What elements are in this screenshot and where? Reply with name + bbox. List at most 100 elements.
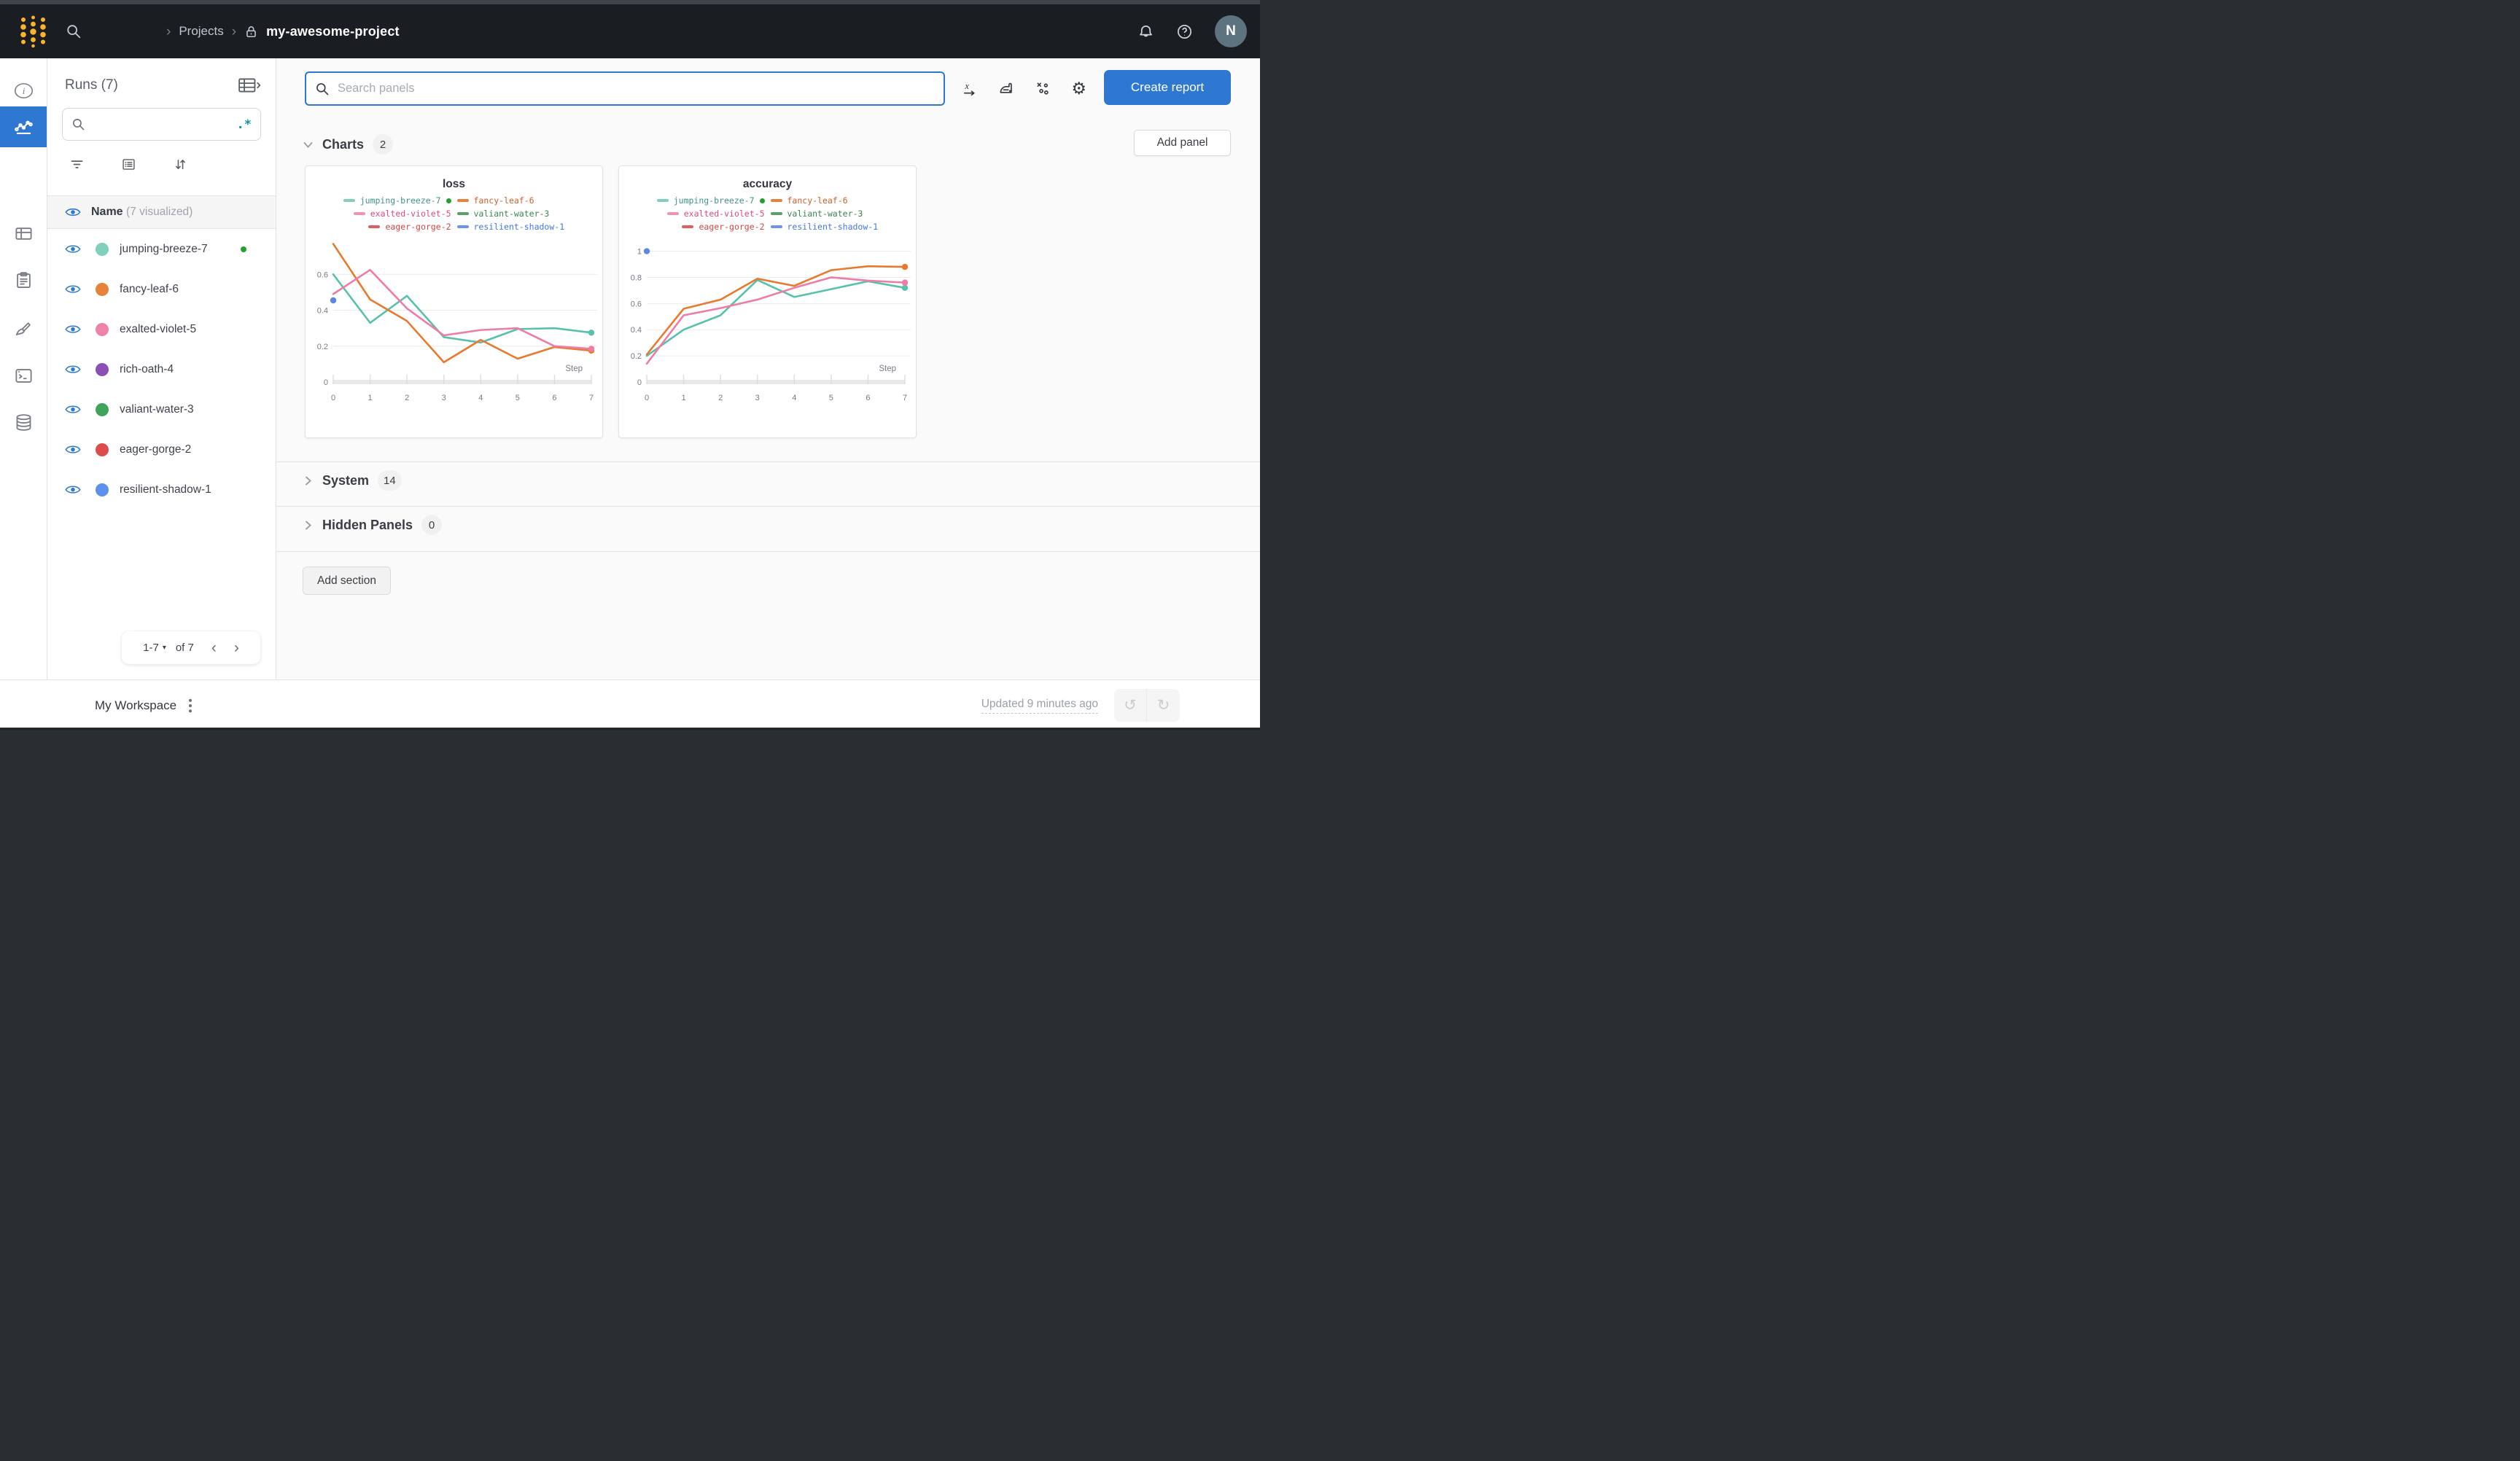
run-row[interactable]: rich-oath-4	[47, 349, 276, 389]
charts-section-header[interactable]: Charts 2	[303, 134, 394, 155]
pagination-prev-button[interactable]: ‹	[211, 639, 217, 656]
eye-icon[interactable]	[65, 324, 81, 335]
run-color-dot	[96, 362, 109, 376]
run-color-dot	[96, 282, 109, 296]
x-axis-settings-icon[interactable]: x	[962, 80, 979, 97]
runs-title: Runs (7)	[65, 77, 118, 93]
global-search-icon[interactable]	[66, 23, 82, 39]
eye-icon[interactable]	[65, 484, 81, 496]
sidebar-item-overview[interactable]: i	[0, 70, 47, 111]
eye-icon[interactable]	[65, 404, 81, 416]
svg-text:Step: Step	[879, 365, 896, 373]
panel-search-input[interactable]	[336, 81, 935, 96]
breadcrumb-project-name[interactable]: my-awesome-project	[266, 23, 400, 39]
sidebar-item-terminal[interactable]	[0, 355, 47, 396]
breadcrumb: › Projects › my-awesome-project	[166, 24, 400, 39]
chart-legend: jumping-breeze-7 fancy-leaf-6 exalted-viol…	[311, 195, 596, 232]
eye-icon[interactable]	[65, 444, 81, 456]
svg-text:0.4: 0.4	[317, 307, 328, 316]
legend-item[interactable]: eager-gorge-2	[682, 222, 765, 232]
run-row[interactable]: resilient-shadow-1	[47, 470, 276, 510]
run-name[interactable]: valiant-water-3	[120, 402, 194, 416]
legend-swatch	[666, 212, 679, 215]
sidebar-item-table[interactable]	[0, 213, 47, 254]
wandb-logo-icon[interactable]	[18, 14, 50, 49]
eye-icon[interactable]	[65, 284, 81, 295]
run-row[interactable]: eager-gorge-2	[47, 429, 276, 470]
panel-search-box[interactable]	[305, 71, 945, 106]
legend-swatch	[770, 199, 782, 202]
eye-icon[interactable]	[65, 244, 81, 255]
legend-swatch	[456, 212, 469, 215]
legend-item[interactable]: fancy-leaf-6	[456, 195, 534, 206]
legend-item[interactable]: valiant-water-3	[456, 209, 549, 219]
outliers-icon[interactable]	[1035, 80, 1051, 97]
notifications-bell-icon[interactable]	[1138, 23, 1154, 40]
run-name[interactable]: eager-gorge-2	[120, 443, 192, 456]
runs-table-expand-icon[interactable]	[238, 76, 261, 95]
add-panel-button[interactable]: Add panel	[1134, 130, 1231, 156]
add-section-button[interactable]: Add section	[303, 566, 391, 595]
filter-runs-icon[interactable]	[69, 157, 85, 172]
legend-item[interactable]: exalted-violet-5	[666, 209, 765, 219]
redo-button[interactable]: ↻	[1156, 697, 1170, 714]
workspace-name-label[interactable]: My Workspace	[95, 698, 177, 712]
updated-timestamp[interactable]: Updated 9 minutes ago	[981, 698, 1098, 714]
run-name[interactable]: exalted-violet-5	[120, 322, 197, 335]
chevron-right-icon[interactable]	[303, 475, 314, 486]
svg-text:6: 6	[866, 394, 870, 402]
run-row[interactable]: valiant-water-3	[47, 389, 276, 429]
svg-text:3: 3	[442, 394, 446, 402]
legend-swatch	[353, 212, 365, 215]
eye-icon[interactable]	[65, 364, 81, 375]
hidden-panels-section-header[interactable]: Hidden Panels 0	[303, 515, 443, 535]
legend-item[interactable]: resilient-shadow-1	[770, 222, 878, 232]
smoothing-iron-icon[interactable]	[998, 80, 1015, 97]
app-body: i Runs (7) .* Name (7 visualized)	[0, 58, 1260, 679]
sidebar-item-artifacts[interactable]	[0, 402, 47, 443]
charts-section-label: Charts	[322, 136, 365, 152]
run-name[interactable]: resilient-shadow-1	[120, 483, 211, 496]
accuracy-panel-card[interactable]: accuracy jumping-breeze-7 fancy-leaf-6 exa…	[618, 165, 917, 438]
run-name[interactable]: jumping-breeze-7	[120, 242, 208, 255]
pagination-next-button[interactable]: ›	[233, 639, 239, 656]
chevron-right-icon[interactable]	[303, 520, 314, 531]
run-name[interactable]: rich-oath-4	[120, 362, 174, 375]
user-avatar[interactable]: N	[1215, 15, 1247, 47]
system-section-header[interactable]: System 14	[303, 470, 402, 491]
help-icon[interactable]	[1176, 23, 1193, 40]
legend-item[interactable]: resilient-shadow-1	[456, 222, 564, 232]
legend-item[interactable]: eager-gorge-2	[368, 222, 451, 232]
eye-all-icon[interactable]	[65, 206, 81, 218]
legend-item[interactable]: jumping-breeze-7	[343, 195, 451, 206]
terminal-icon	[14, 366, 34, 386]
visualized-count-label: (7 visualized)	[126, 206, 193, 218]
run-color-dot	[96, 443, 109, 456]
run-row[interactable]: exalted-violet-5	[47, 309, 276, 349]
run-name[interactable]: fancy-leaf-6	[120, 282, 179, 295]
regex-toggle[interactable]: .*	[236, 117, 252, 132]
run-row[interactable]: jumping-breeze-7	[47, 229, 276, 269]
runs-search-box[interactable]: .*	[62, 108, 261, 141]
breadcrumb-projects-link[interactable]: Projects	[179, 24, 224, 38]
chevron-down-icon[interactable]	[303, 139, 314, 150]
workspace-menu-kebab-icon[interactable]	[188, 698, 192, 713]
loss-panel-card[interactable]: loss jumping-breeze-7 fancy-leaf-6 exalted…	[305, 165, 603, 438]
legend-item[interactable]: jumping-breeze-7	[656, 195, 765, 206]
svg-text:7: 7	[903, 394, 907, 402]
legend-item[interactable]: exalted-violet-5	[353, 209, 451, 219]
undo-button[interactable]: ↺	[1114, 689, 1147, 722]
group-runs-icon[interactable]	[121, 157, 136, 172]
create-report-button[interactable]: Create report	[1104, 70, 1231, 105]
run-row[interactable]: fancy-leaf-6	[47, 269, 276, 309]
running-indicator-icon	[446, 198, 451, 203]
sidebar-item-workspace-charts[interactable]	[0, 106, 47, 147]
workspace-settings-gear-icon[interactable]: ⚙	[1071, 79, 1086, 98]
sidebar-item-sweeps[interactable]	[0, 309, 47, 350]
legend-item[interactable]: fancy-leaf-6	[770, 195, 848, 206]
legend-item[interactable]: valiant-water-3	[770, 209, 863, 219]
sidebar-item-logs[interactable]	[0, 260, 47, 300]
sort-runs-icon[interactable]	[173, 157, 188, 172]
runs-search-input[interactable]	[85, 117, 237, 131]
pagination-range-dropdown[interactable]: 1-7 ▾	[143, 642, 166, 654]
